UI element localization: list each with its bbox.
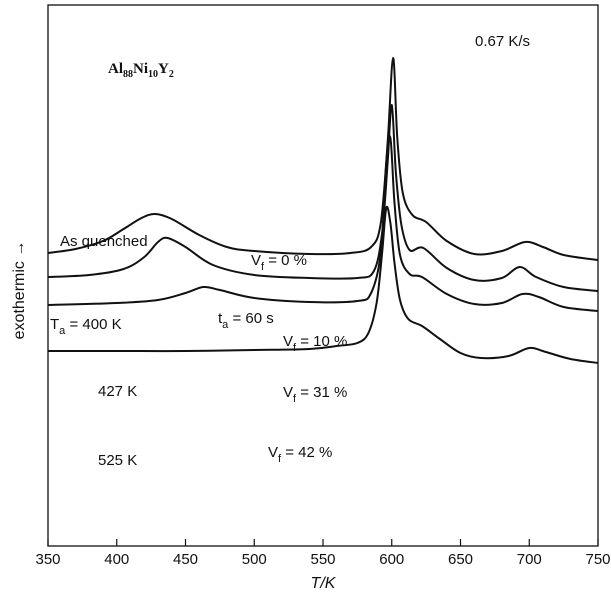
x-tick-label: 700: [517, 551, 542, 568]
x-tick-label: 350: [35, 551, 60, 568]
series-label-427k: 427 K: [98, 383, 137, 400]
dsc-curve-1: [47, 56, 599, 261]
vf-label-0: Vf = 0 %: [251, 252, 307, 273]
dsc-curve-4: [47, 205, 599, 364]
vf-label-42: Vf = 42 %: [268, 444, 332, 465]
vf-label-31: Vf = 31 %: [283, 384, 347, 405]
x-tick-label: 500: [242, 551, 267, 568]
x-axis-label: T/K: [311, 575, 337, 592]
curves-group: [47, 56, 599, 364]
x-tick-label: 600: [379, 551, 404, 568]
dsc-curve-2: [47, 103, 599, 292]
series-label-as-quenched: As quenched: [60, 233, 148, 250]
series-label-ta-400k: Ta = 400 K: [50, 316, 122, 337]
heating-rate-label: 0.67 K/s: [475, 33, 530, 50]
x-tick-label: 550: [310, 551, 335, 568]
x-tick-label: 750: [585, 551, 610, 568]
anneal-time-label: ta = 60 s: [218, 310, 274, 331]
vf-label-10: Vf = 10 %: [283, 333, 347, 354]
series-label-525k: 525 K: [98, 452, 137, 469]
x-tick-label: 650: [448, 551, 473, 568]
dsc-curve-3: [47, 135, 599, 312]
x-tick-label: 450: [173, 551, 198, 568]
y-axis-label: exothermic →: [11, 241, 28, 340]
compound-label: Al88Ni10Y2: [108, 61, 174, 80]
x-tick-label: 400: [104, 551, 129, 568]
x-axis: 350 400 450 500 550 600 650 700 750: [35, 539, 611, 568]
